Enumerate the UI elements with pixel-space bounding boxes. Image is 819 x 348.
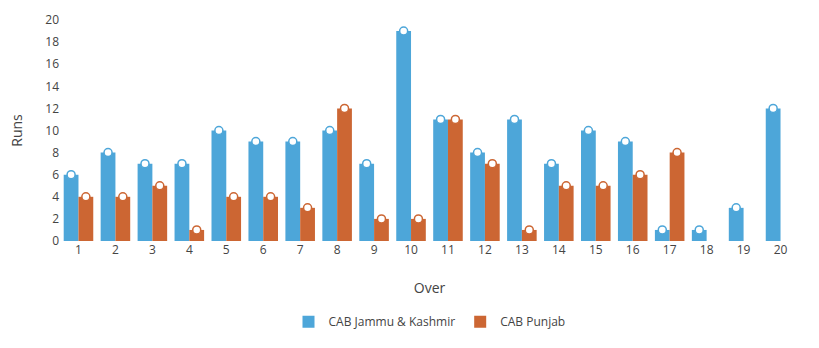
svg-text:6: 6 (52, 166, 59, 183)
svg-text:6: 6 (260, 241, 267, 258)
svg-text:Over: Over (414, 278, 446, 297)
svg-text:5: 5 (223, 241, 230, 258)
svg-text:12: 12 (478, 241, 492, 258)
svg-text:Runs: Runs (7, 114, 26, 147)
svg-text:16: 16 (45, 55, 59, 72)
svg-text:2: 2 (112, 241, 119, 258)
svg-text:9: 9 (371, 241, 378, 258)
svg-text:8: 8 (52, 144, 59, 161)
svg-text:4: 4 (52, 188, 59, 205)
svg-text:17: 17 (663, 241, 677, 258)
svg-text:18: 18 (45, 33, 59, 50)
svg-text:19: 19 (737, 241, 751, 258)
svg-text:10: 10 (404, 241, 418, 258)
svg-text:2: 2 (52, 210, 59, 227)
svg-text:12: 12 (45, 100, 59, 117)
svg-text:14: 14 (45, 78, 59, 95)
svg-text:20: 20 (774, 241, 788, 258)
svg-text:0: 0 (52, 232, 59, 249)
svg-text:CAB Jammu & Kashmir: CAB Jammu & Kashmir (329, 313, 456, 330)
svg-text:1: 1 (75, 241, 82, 258)
svg-text:11: 11 (441, 241, 455, 258)
svg-text:13: 13 (515, 241, 529, 258)
svg-text:15: 15 (589, 241, 603, 258)
svg-text:20: 20 (45, 11, 59, 28)
svg-text:3: 3 (149, 241, 156, 258)
svg-text:14: 14 (552, 241, 566, 258)
svg-text:7: 7 (297, 241, 304, 258)
svg-text:4: 4 (186, 241, 193, 258)
svg-text:18: 18 (700, 241, 714, 258)
svg-text:10: 10 (45, 122, 59, 139)
svg-text:CAB Punjab: CAB Punjab (500, 313, 565, 330)
svg-text:8: 8 (334, 241, 341, 258)
svg-text:16: 16 (626, 241, 640, 258)
